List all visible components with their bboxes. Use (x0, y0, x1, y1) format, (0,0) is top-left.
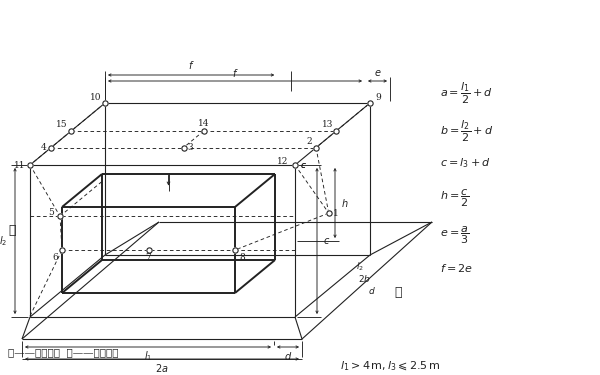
Text: $c$: $c$ (323, 236, 331, 246)
Text: $f=2e$: $f=2e$ (440, 262, 473, 274)
Text: 15: 15 (56, 120, 68, 129)
Text: $d$: $d$ (284, 350, 292, 362)
Text: $e=\dfrac{a}{3}$: $e=\dfrac{a}{3}$ (440, 224, 470, 246)
Text: 2: 2 (306, 137, 312, 146)
Text: 6: 6 (52, 252, 58, 261)
Text: 14: 14 (198, 119, 209, 128)
Text: 7: 7 (146, 252, 151, 261)
Text: $2a$: $2a$ (155, 362, 169, 374)
Text: ②: ② (394, 286, 402, 300)
Text: 13: 13 (322, 120, 333, 129)
Text: $c=l_3+d$: $c=l_3+d$ (440, 156, 491, 170)
Text: 1: 1 (333, 209, 338, 218)
Text: 12: 12 (277, 156, 289, 165)
Text: $h$: $h$ (341, 197, 349, 209)
Text: $h=\dfrac{c}{2}$: $h=\dfrac{c}{2}$ (440, 187, 470, 209)
Text: $b=\dfrac{l_2}{2}+d$: $b=\dfrac{l_2}{2}+d$ (440, 118, 493, 144)
Text: $c$: $c$ (299, 160, 307, 170)
Text: $a=\dfrac{l_1}{2}+d$: $a=\dfrac{l_1}{2}+d$ (440, 80, 493, 106)
Text: 9: 9 (375, 93, 381, 102)
Text: $l_2$: $l_2$ (356, 261, 364, 273)
Text: 11: 11 (14, 160, 26, 170)
Text: 4: 4 (41, 143, 47, 152)
Text: $f$: $f$ (232, 67, 238, 79)
Text: $d$: $d$ (368, 285, 376, 297)
Text: $l_2$: $l_2$ (0, 234, 7, 248)
Text: 8: 8 (239, 252, 245, 261)
Text: 10: 10 (90, 93, 102, 102)
Text: $c$: $c$ (299, 160, 307, 170)
Text: ①: ① (8, 225, 16, 237)
Text: $2b$: $2b$ (358, 273, 371, 285)
Text: ①——发动机側  ②——发电机側: ①——发动机側 ②——发电机側 (8, 348, 119, 357)
Text: $e$: $e$ (374, 68, 381, 78)
Text: $l_1$: $l_1$ (144, 349, 152, 363)
Text: $l_1{>}4\,\mathrm{m}{,}\,l_3{\leqslant}2.5\,\mathrm{m}$: $l_1{>}4\,\mathrm{m}{,}\,l_3{\leqslant}2… (340, 359, 440, 373)
Text: 5: 5 (48, 208, 54, 217)
Text: 3: 3 (188, 143, 193, 152)
Text: $f$: $f$ (188, 59, 194, 71)
